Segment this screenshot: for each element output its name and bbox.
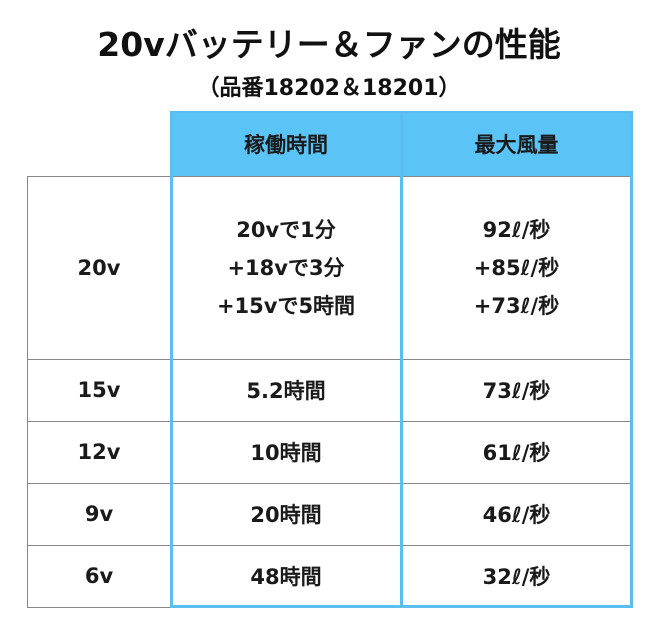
page-subtitle: （品番18202＆18201） [197,76,461,101]
voltage-label: 20v [77,255,121,280]
table-border-top-left [27,176,171,177]
page-title: 20vバッテリー＆ファンの性能 [97,25,561,64]
airflow-value: 46ℓ/秒 [482,503,551,527]
column-border-right [630,112,633,608]
runtime-value: 20時間 [250,503,322,527]
row-divider [27,545,633,546]
runtime-value: 10時間 [250,441,322,465]
airflow-value: 32ℓ/秒 [482,565,551,589]
runtime-cell: 5.2時間 [171,359,401,421]
runtime-cell: 10時間 [171,421,401,483]
voltage-cell: 15v [27,359,171,421]
voltage-label: 15v [77,378,121,402]
header-top-border [170,111,633,113]
runtime-line: +18vで3分 [227,255,345,280]
runtime-cell: 48時間 [171,545,401,607]
airflow-value: 73ℓ/秒 [482,379,551,403]
row-divider [27,483,633,484]
voltage-label: 9v [84,502,114,526]
airflow-cell: 73ℓ/秒 [401,359,632,421]
header-airflow: 最大風量 [401,112,632,176]
airflow-cell: 46ℓ/秒 [401,483,632,545]
column-border-bottom [170,605,633,608]
runtime-line: +15vで5時間 [216,293,356,318]
header-runtime-label: 稼働時間 [244,133,328,157]
voltage-cell: 6v [27,545,171,607]
airflow-line: +85ℓ/秒 [473,255,560,280]
voltage-cell: 9v [27,483,171,545]
airflow-cell: 32ℓ/秒 [401,545,632,607]
runtime-cell: 20vで1分 +18vで3分 +15vで5時間 [171,176,401,359]
airflow-line: +73ℓ/秒 [473,293,560,318]
runtime-cell: 20時間 [171,483,401,545]
runtime-line: 20vで1分 [236,217,336,242]
row-divider [27,421,633,422]
airflow-cell: 61ℓ/秒 [401,421,632,483]
runtime-value: 5.2時間 [246,379,326,403]
column-border-middle [400,112,403,608]
voltage-cell: 12v [27,421,171,483]
voltage-label: 6v [84,564,114,588]
runtime-value: 48時間 [250,565,322,589]
airflow-value: 61ℓ/秒 [482,441,551,465]
row-divider [27,359,633,360]
table-border-left [27,176,28,608]
header-runtime: 稼働時間 [171,112,401,176]
airflow-cell: 92ℓ/秒 +85ℓ/秒 +73ℓ/秒 [401,176,632,359]
column-border-left [170,112,173,608]
header-airflow-label: 最大風量 [474,133,559,157]
voltage-label: 12v [77,440,121,464]
voltage-cell: 20v [27,176,171,359]
airflow-line: 92ℓ/秒 [482,217,551,242]
